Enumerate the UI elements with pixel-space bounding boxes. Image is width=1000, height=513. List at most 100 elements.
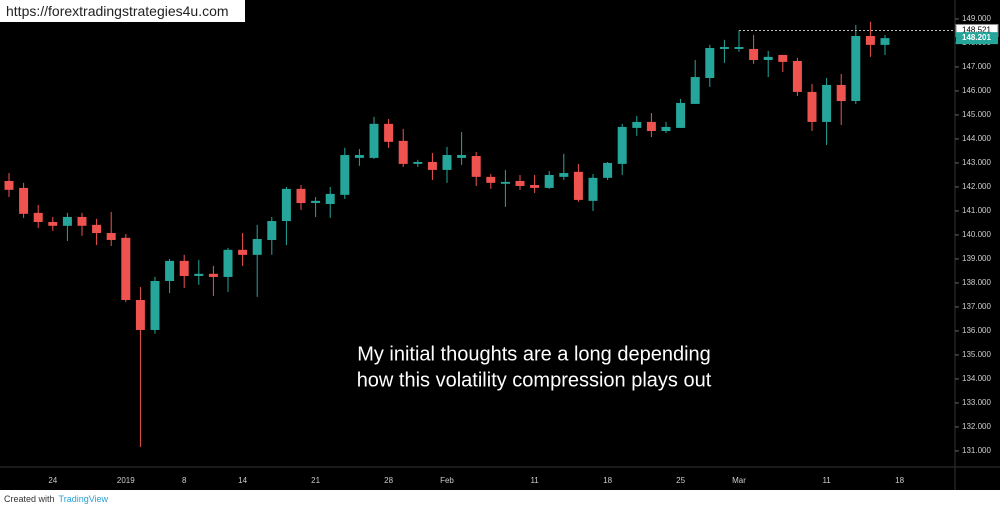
footer-brand: TradingView — [58, 494, 109, 504]
annotation: My initial thoughts are a long depending — [357, 343, 711, 365]
background — [0, 0, 1000, 490]
candle-body — [763, 56, 773, 60]
candle-body — [646, 121, 656, 132]
candle-body — [311, 200, 321, 204]
candle-body — [530, 185, 540, 188]
candle-body — [325, 193, 335, 204]
candle-body — [208, 273, 218, 277]
candle-body — [19, 187, 29, 214]
x-tick-label: 14 — [238, 476, 247, 485]
y-tick-label: 131.000 — [962, 446, 991, 455]
candle-body — [92, 224, 102, 234]
candle-body — [734, 47, 744, 49]
chart: My initial thoughts are a long depending… — [0, 0, 1000, 490]
y-tick-label: 136.000 — [962, 326, 991, 335]
y-tick-label: 137.000 — [962, 302, 991, 311]
candle-body — [252, 239, 262, 255]
candle-body — [281, 188, 291, 222]
candle-body — [150, 281, 160, 330]
candle-body — [33, 212, 43, 222]
annotation: how this volatility compression plays ou… — [357, 369, 712, 391]
candle-body — [427, 161, 437, 170]
candle-body — [617, 126, 627, 164]
candle-body — [676, 102, 686, 128]
candle-body — [632, 121, 642, 128]
x-tick-label: Mar — [732, 476, 746, 485]
candle-body — [296, 188, 306, 204]
y-tick-label: 134.000 — [962, 374, 991, 383]
y-tick-label: 141.000 — [962, 206, 991, 215]
candle-body — [238, 249, 248, 255]
candle-body — [500, 181, 510, 184]
candle-body — [544, 174, 554, 188]
candle-body — [807, 91, 817, 122]
candle-body — [705, 47, 715, 78]
x-tick-label: 8 — [182, 476, 187, 485]
candle-body — [792, 60, 802, 92]
x-tick-label: 28 — [384, 476, 393, 485]
candle-body — [573, 171, 583, 200]
y-tick-label: 133.000 — [962, 398, 991, 407]
y-tick-label: 149.000 — [962, 14, 991, 23]
candle-body — [62, 216, 72, 226]
candle-body — [749, 48, 759, 60]
footer-prefix: Created with — [4, 494, 55, 504]
candle-body — [340, 155, 350, 195]
candle-body — [865, 35, 875, 45]
y-tick-label: 140.000 — [962, 230, 991, 239]
x-tick-label: 21 — [311, 476, 320, 485]
candle-body — [77, 216, 87, 226]
candle-body — [179, 260, 189, 276]
candle-body — [398, 140, 408, 164]
candle-body — [661, 126, 671, 132]
last-price-label: 148.201 — [962, 33, 991, 42]
candle-body — [515, 180, 525, 186]
x-tick-label: 24 — [48, 476, 57, 485]
candle-body — [559, 173, 569, 177]
x-tick-label: 25 — [676, 476, 685, 485]
y-tick-label: 142.000 — [962, 182, 991, 191]
candle-body — [588, 177, 598, 201]
y-tick-label: 139.000 — [962, 254, 991, 263]
candle-body — [413, 161, 423, 164]
candle-body — [384, 123, 394, 142]
candle-body — [486, 176, 496, 183]
candle-body — [369, 123, 379, 158]
high-label: 148.521 — [962, 26, 991, 35]
y-tick-label: 144.000 — [962, 134, 991, 143]
y-tick-label: 135.000 — [962, 350, 991, 359]
candle-body — [165, 260, 175, 282]
candle-body — [778, 54, 788, 62]
y-tick-label: 145.000 — [962, 110, 991, 119]
x-tick-label: 11 — [822, 476, 831, 485]
candle-body — [223, 249, 233, 277]
y-tick-label: 132.000 — [962, 422, 991, 431]
y-tick-label: 146.000 — [962, 86, 991, 95]
x-tick-label: 2019 — [117, 476, 135, 485]
candle-body — [457, 155, 467, 158]
candle-body — [4, 180, 14, 190]
candle-body — [442, 155, 452, 170]
candle-body — [267, 221, 277, 240]
candle-body — [603, 162, 613, 178]
candle-body — [719, 47, 729, 49]
candle-body — [471, 155, 481, 177]
candle-body — [836, 84, 846, 102]
x-tick-label: Feb — [440, 476, 454, 485]
candle-body — [822, 84, 832, 122]
last-price-box — [956, 32, 998, 45]
candle-body — [690, 77, 700, 104]
candle-body — [48, 221, 58, 226]
candle-body — [106, 233, 116, 240]
y-tick-label: 138.000 — [962, 278, 991, 287]
candle-body — [354, 155, 364, 158]
footer: Created with TradingView — [4, 494, 108, 504]
candle-body — [851, 35, 861, 102]
source-url: https://forextradingstrategies4u.com — [0, 0, 245, 22]
candle-body — [135, 299, 145, 330]
candle-body — [880, 38, 890, 45]
candle-body — [121, 237, 131, 300]
y-tick-label: 147.000 — [962, 62, 991, 71]
x-tick-label: 18 — [895, 476, 904, 485]
